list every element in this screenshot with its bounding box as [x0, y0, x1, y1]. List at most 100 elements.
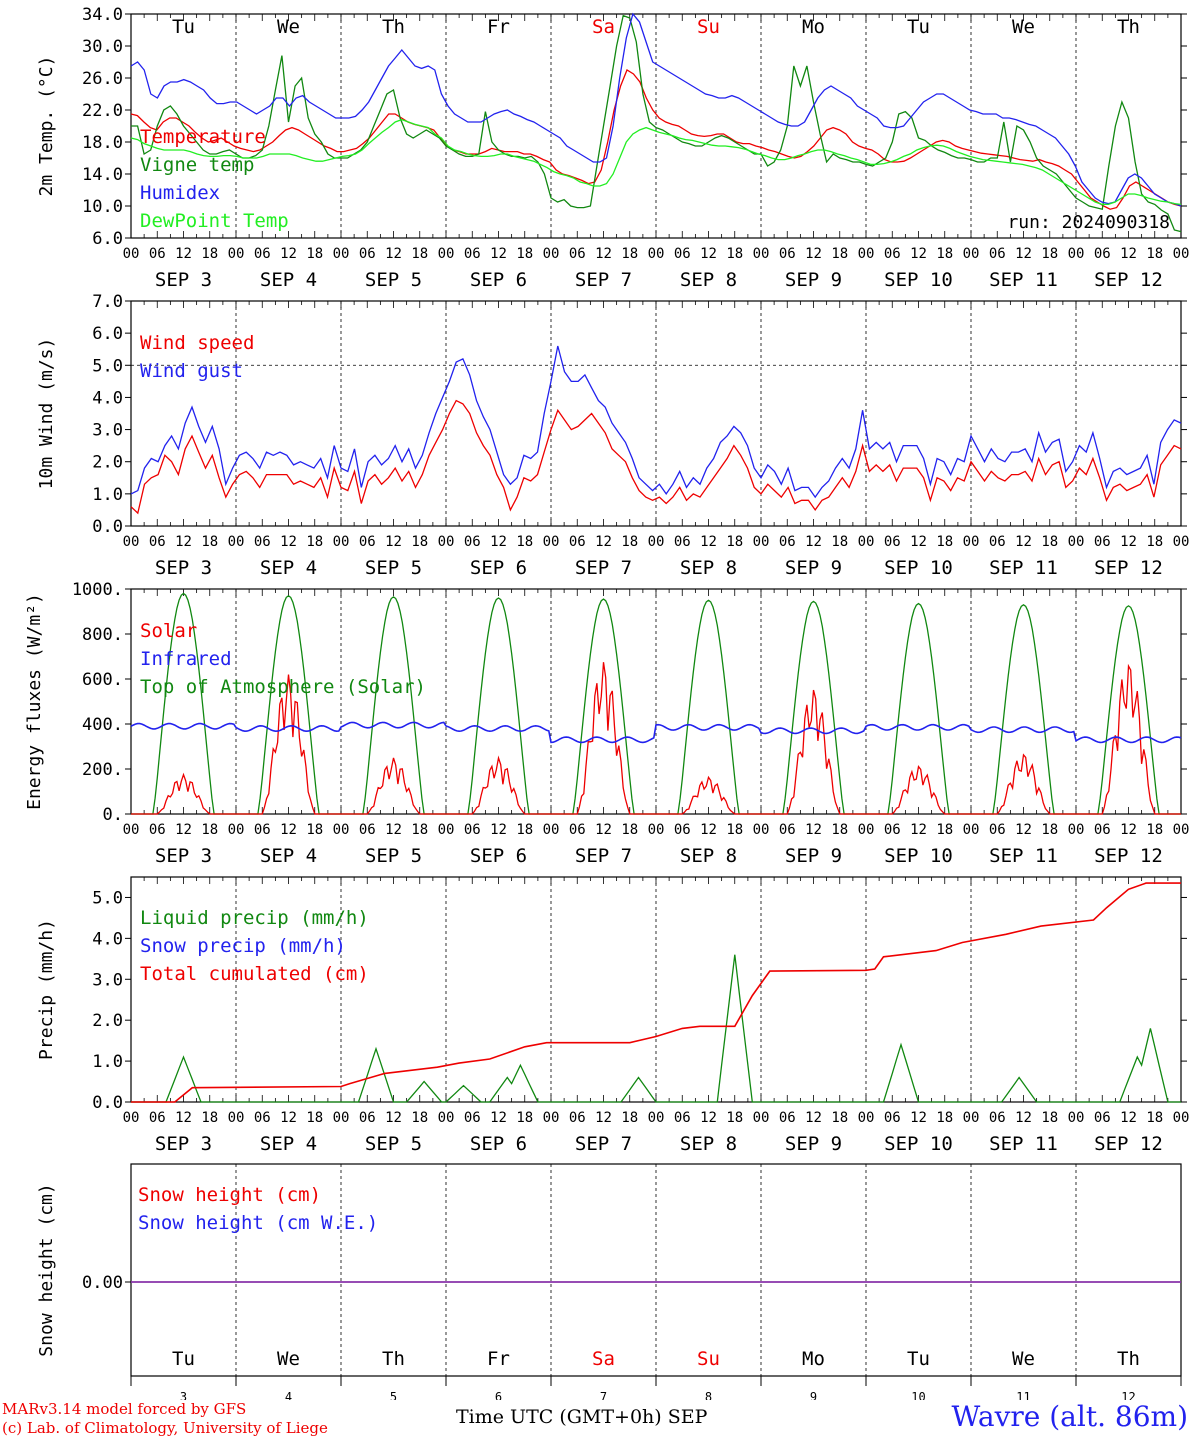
- hour-tick-label: 06: [884, 246, 901, 262]
- hour-tick-label: 00: [228, 534, 245, 550]
- y-tick-label: 2.0: [92, 453, 123, 473]
- legend-dewpoint-temp: DewPoint Temp: [140, 210, 289, 232]
- y-tick-label: 3.0: [92, 421, 123, 441]
- date-label: SEP 12: [1094, 1133, 1163, 1155]
- legend-wind-gust: Wind gust: [140, 360, 243, 382]
- hour-tick-label: 00: [123, 246, 140, 262]
- y-tick-label: 7.0: [92, 292, 123, 312]
- date-label: SEP 12: [1094, 269, 1163, 291]
- hour-tick-label: 18: [516, 246, 533, 262]
- hour-tick-label: 12: [1015, 1110, 1032, 1126]
- hour-tick-label: 12: [700, 534, 717, 550]
- hour-tick-label: 12: [490, 534, 507, 550]
- hour-tick-label: 06: [884, 822, 901, 838]
- hour-tick-label: 12: [280, 822, 297, 838]
- date-label: SEP 4: [260, 1133, 317, 1155]
- legend-snow-precip-mm-h-: Snow precip (mm/h): [140, 935, 346, 957]
- series-line-total-cumulated: [131, 882, 1181, 1103]
- hour-tick-label: 06: [254, 822, 271, 838]
- day-number-label: 8: [705, 1390, 712, 1400]
- y-tick-label: 400.: [82, 715, 123, 735]
- date-label: SEP 3: [155, 269, 212, 291]
- hour-tick-label: 00: [1068, 534, 1085, 550]
- hour-tick-label: 00: [1068, 246, 1085, 262]
- weekday-label: Su: [697, 16, 720, 38]
- hour-tick-label: 00: [858, 822, 875, 838]
- date-label: SEP 11: [989, 845, 1058, 867]
- date-label: SEP 3: [155, 1133, 212, 1155]
- series-line-humidex: [130, 12, 1182, 207]
- hour-tick-label: 00: [648, 1110, 665, 1126]
- date-label: SEP 7: [575, 269, 632, 291]
- hour-tick-label: 06: [779, 246, 796, 262]
- series-line-wind-speed: [130, 399, 1182, 515]
- day-number-label: 10: [911, 1390, 925, 1400]
- date-label: SEP 7: [575, 845, 632, 867]
- hour-tick-label: 12: [280, 534, 297, 550]
- day-number-label: 12: [1121, 1390, 1135, 1400]
- hour-tick-label: 06: [359, 1110, 376, 1126]
- legend-snow-height-cm-: Snow height (cm): [138, 1184, 321, 1206]
- hour-tick-label: 06: [569, 246, 586, 262]
- hour-tick-label: 12: [175, 246, 192, 262]
- hour-tick-label: 06: [674, 822, 691, 838]
- hour-tick-label: 06: [149, 534, 166, 550]
- y-tick-label: 0.0: [92, 1093, 123, 1113]
- hour-tick-label: 06: [464, 246, 481, 262]
- hour-tick-label: 18: [726, 822, 743, 838]
- date-label: SEP 11: [989, 1133, 1058, 1155]
- hour-tick-label: 18: [1146, 1110, 1163, 1126]
- y-tick-label: 10.0: [82, 197, 123, 217]
- y-tick-label: 4.0: [92, 388, 123, 408]
- hour-tick-label: 06: [254, 1110, 271, 1126]
- hour-tick-label: 06: [359, 246, 376, 262]
- date-label: SEP 4: [260, 845, 317, 867]
- hour-tick-label: 00: [858, 246, 875, 262]
- hour-tick-label: 00: [333, 534, 350, 550]
- hour-tick-label: 06: [359, 534, 376, 550]
- y-axis-label: 2m Temp. (°C): [36, 56, 57, 197]
- hour-tick-label: 00: [648, 534, 665, 550]
- hour-tick-label: 12: [595, 822, 612, 838]
- day-number-label: 3: [180, 1390, 187, 1400]
- hour-tick-label: 00: [333, 1110, 350, 1126]
- y-tick-label: 22.0: [82, 101, 123, 121]
- legend-wind-speed: Wind speed: [140, 332, 254, 354]
- hour-tick-label: 06: [149, 822, 166, 838]
- hour-tick-label: 06: [149, 1110, 166, 1126]
- hour-tick-label: 06: [1094, 1110, 1111, 1126]
- hour-tick-label: 18: [1146, 534, 1163, 550]
- hour-tick-label: 06: [989, 246, 1006, 262]
- date-label: SEP 6: [470, 557, 527, 579]
- weekday-label: Sa: [592, 1348, 615, 1370]
- hour-tick-label: 18: [411, 534, 428, 550]
- y-tick-label: 5.0: [92, 888, 123, 908]
- hour-tick-label: 00: [228, 246, 245, 262]
- hour-tick-label: 12: [280, 246, 297, 262]
- weekday-label: We: [277, 1348, 300, 1370]
- series-line-infrared: [130, 721, 1182, 744]
- day-number-label: 4: [285, 1390, 292, 1400]
- weekday-label: We: [1012, 16, 1035, 38]
- hour-tick-label: 12: [1120, 1110, 1137, 1126]
- y-axis-label: Energy fluxes (W/m²): [24, 593, 45, 810]
- hour-tick-label: 00: [858, 1110, 875, 1126]
- hour-tick-label: 18: [1041, 246, 1058, 262]
- hour-tick-label: 18: [936, 246, 953, 262]
- hour-tick-label: 00: [333, 822, 350, 838]
- hour-tick-label: 18: [726, 1110, 743, 1126]
- date-label: SEP 5: [365, 1133, 422, 1155]
- series-line-vigne-temp: [131, 14, 1182, 233]
- hour-tick-label: 12: [1015, 822, 1032, 838]
- hour-tick-label: 12: [805, 1110, 822, 1126]
- hour-tick-label: 00: [858, 534, 875, 550]
- y-tick-label: 6.0: [92, 229, 123, 249]
- hour-tick-label: 00: [438, 246, 455, 262]
- weekday-label: Sa: [592, 16, 615, 38]
- hour-tick-label: 18: [411, 822, 428, 838]
- hour-tick-label: 18: [201, 534, 218, 550]
- hour-tick-label: 18: [621, 534, 638, 550]
- legend-solar: Solar: [140, 620, 197, 642]
- hour-tick-label: 18: [726, 246, 743, 262]
- hour-tick-label: 18: [936, 1110, 953, 1126]
